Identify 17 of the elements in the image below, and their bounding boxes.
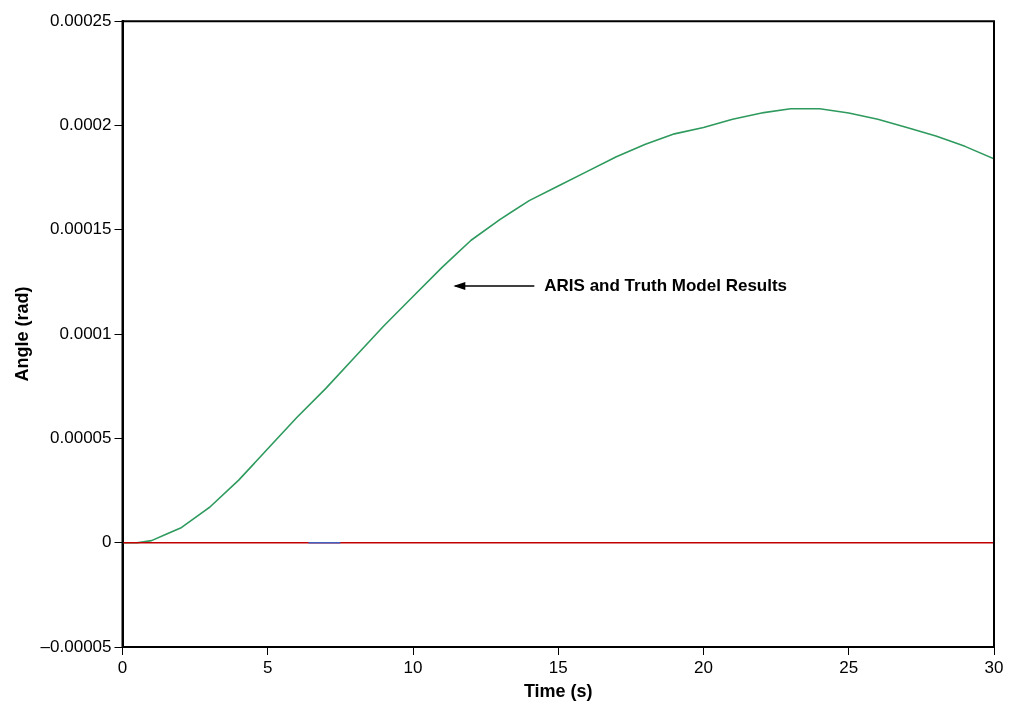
y-tick-label: 0.0001 (59, 323, 112, 343)
x-tick-label: 30 (984, 657, 1004, 677)
x-tick-label: 15 (548, 657, 568, 677)
y-axis-title: Angle (rad) (11, 286, 32, 382)
y-tick-label: 0.0002 (59, 115, 112, 135)
y-tick-label: 0.00025 (50, 10, 112, 30)
x-tick-label: 5 (263, 657, 273, 677)
annotation: ARIS and Truth Model Results (544, 275, 788, 295)
x-tick-label: 20 (694, 657, 713, 677)
x-tick-label: 10 (403, 657, 423, 677)
y-tick-label: 0 (102, 532, 112, 552)
x-tick-label: 0 (117, 657, 128, 677)
x-tick-label: 25 (839, 657, 859, 677)
x-axis-title: Time (s) (523, 681, 593, 702)
y-tick-label: 0.00015 (50, 219, 112, 239)
y-tick-label: –0.00005 (40, 636, 112, 656)
y-tick-label: 0.00005 (50, 428, 112, 448)
